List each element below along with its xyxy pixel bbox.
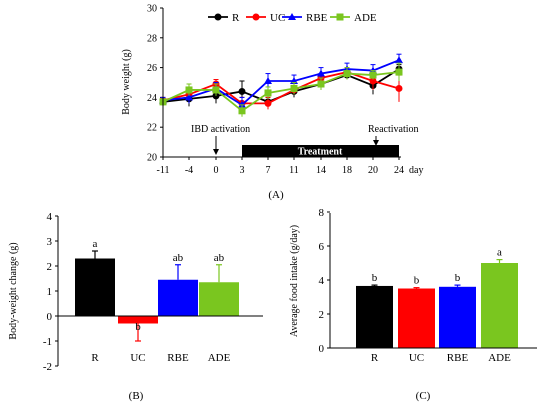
data-point-r (238, 87, 246, 95)
b-y-axis-label: Body-weight change (g) (8, 242, 19, 339)
panel-b-label: (B) (129, 390, 144, 402)
a-y-axis-label: Body weight (g) (121, 49, 132, 115)
a-y-tick-label: 20 (147, 153, 157, 164)
c-significance-label: b (455, 272, 461, 284)
a-x-tick-label: 3 (240, 165, 245, 176)
data-point-rbe (264, 77, 272, 85)
c-significance-label: a (497, 247, 502, 259)
c-y-tick-label: 2 (319, 309, 325, 321)
b-category-label: UC (130, 352, 145, 364)
reactivation-annotation: Reactivation (368, 124, 419, 135)
treatment-bar (242, 145, 399, 157)
a-y-tick-label: 28 (147, 33, 157, 44)
panel-c: 0 2 4 6 8 b b b a R UC RBE ADE Average food intake… (289, 207, 537, 402)
data-point-ade (212, 86, 220, 94)
a-x-tick-label: 20 (368, 165, 378, 176)
data-point-rbe (185, 93, 193, 101)
c-category-label: ADE (488, 352, 511, 364)
data-point-ade (369, 71, 377, 79)
b-bar-uc (118, 316, 158, 324)
data-point-uc (395, 84, 403, 92)
data-point-uc (264, 99, 272, 107)
b-significance-label: b (135, 321, 141, 333)
a-x-tick-label: 18 (342, 165, 352, 176)
data-point-ade (238, 107, 246, 115)
c-bar-rbe (439, 286, 476, 348)
b-bar-ade (199, 282, 239, 316)
b-y-tick-label: -1 (43, 336, 52, 348)
data-point-uc (369, 77, 377, 85)
legend-label-ade: ADE (354, 12, 377, 24)
a-y-tick-label: 24 (147, 93, 157, 104)
panel-c-label: (C) (416, 390, 431, 402)
legend-label-rbe: RBE (306, 12, 328, 24)
a-x-tick-label: 0 (214, 165, 219, 176)
data-point-rbe (317, 69, 325, 77)
c-y-tick-label: 4 (319, 275, 325, 287)
c-bar-r (356, 285, 393, 348)
data-point-ade (317, 80, 325, 88)
data-point-ade (264, 89, 272, 97)
b-bar-rbe (158, 279, 198, 316)
a-y-tick-label: 22 (147, 123, 157, 134)
b-bar-r (75, 258, 115, 316)
b-significance-label: a (93, 238, 98, 250)
reactivation-arrow-head (373, 140, 379, 146)
activation-annotation: IBD activation (191, 124, 250, 135)
series-ade (159, 62, 403, 117)
a-x-tick-label: 7 (266, 165, 271, 176)
a-x-tick-label: 14 (316, 165, 326, 176)
c-significance-label: b (372, 272, 378, 284)
c-bar-ade (481, 263, 518, 348)
a-x-tick-label: -4 (185, 165, 193, 176)
b-y-tick-label: 1 (47, 286, 53, 298)
data-point-rbe (395, 56, 403, 64)
c-y-tick-label: 6 (319, 241, 325, 253)
activation-arrow-head (213, 149, 219, 155)
series-line-ade (162, 71, 400, 112)
panel-a-label: (A) (268, 189, 284, 201)
c-y-tick-label: 8 (319, 207, 325, 219)
legend-label-uc: UC (270, 12, 285, 24)
c-y-axis-label: Average food intake (g/day) (289, 225, 300, 337)
b-y-tick-label: 4 (47, 211, 53, 223)
legend-marker-uc (252, 13, 260, 21)
a-x-tick-label: -11 (157, 165, 170, 176)
data-point-ade (343, 70, 351, 78)
a-y-tick-label: 26 (147, 63, 157, 74)
data-point-ade (185, 86, 193, 94)
b-y-tick-label: 2 (47, 261, 53, 273)
b-y-tick-label: 3 (47, 236, 53, 248)
c-bar-uc (398, 288, 435, 348)
b-category-label: RBE (167, 352, 189, 364)
legend-marker-ade (336, 13, 344, 21)
panel-a: 20 22 24 26 28 30 -11 -4 0 3 7 11 14 18 20 24 IBD acti… (121, 4, 423, 202)
series-line-rbe (162, 59, 400, 106)
b-y-tick-label: 0 (47, 311, 53, 323)
treatment-label: Treatment (298, 147, 343, 158)
c-y-tick-label: 0 (319, 343, 325, 355)
legend-marker-r (214, 13, 222, 21)
a-x-axis-label: day (409, 165, 423, 176)
data-point-ade (290, 84, 298, 92)
a-y-tick-label: 30 (147, 4, 157, 15)
b-y-tick-label: -2 (43, 361, 52, 373)
c-category-label: RBE (447, 352, 469, 364)
b-significance-label: ab (214, 252, 225, 264)
b-significance-label: ab (173, 252, 184, 264)
legend-marker-rbe (288, 13, 296, 20)
c-category-label: R (371, 352, 379, 364)
b-category-label: ADE (208, 352, 231, 364)
c-significance-label: b (414, 275, 420, 287)
legend-label-r: R (232, 12, 240, 24)
a-x-tick-label: 24 (394, 165, 404, 176)
c-category-label: UC (409, 352, 424, 364)
a-x-tick-label: 11 (289, 165, 299, 176)
data-point-ade (395, 68, 403, 76)
b-category-label: R (91, 352, 99, 364)
